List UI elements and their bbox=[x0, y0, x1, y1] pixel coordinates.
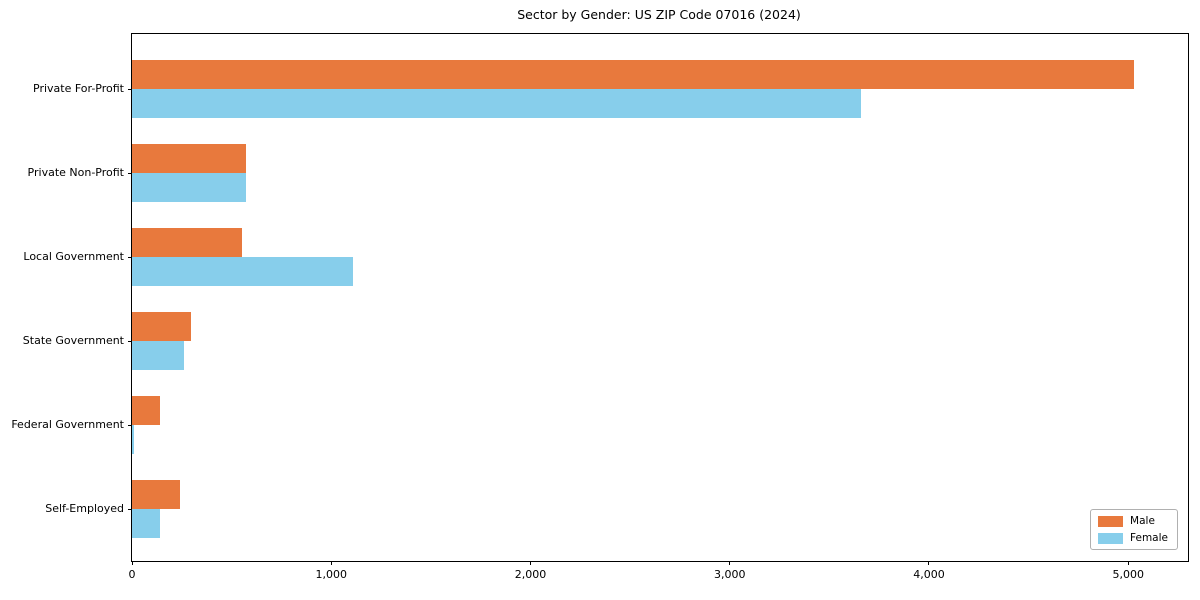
y-axis-tick bbox=[128, 508, 132, 510]
x-axis-tick bbox=[529, 561, 531, 565]
y-axis-tick bbox=[128, 340, 132, 342]
x-axis-tick bbox=[729, 561, 731, 565]
x-axis-tick-label: 4,000 bbox=[913, 568, 945, 581]
x-axis-tick-label: 1,000 bbox=[315, 568, 347, 581]
bar-male-state-government bbox=[132, 312, 191, 341]
bar-male-self-employed bbox=[132, 480, 180, 509]
bar-female-self-employed bbox=[132, 509, 160, 538]
x-axis-tick bbox=[928, 561, 930, 565]
legend-entry-male: Male bbox=[1098, 515, 1168, 527]
y-axis-label-local-government: Local Government bbox=[23, 250, 124, 263]
x-axis-tick bbox=[131, 561, 133, 565]
y-axis-tick bbox=[128, 424, 132, 426]
bar-male-private-non-profit bbox=[132, 144, 246, 173]
y-axis-label-self-employed: Self-Employed bbox=[45, 502, 124, 515]
y-axis-tick bbox=[128, 256, 132, 258]
x-axis-tick bbox=[1127, 561, 1129, 565]
x-axis-tick bbox=[330, 561, 332, 565]
chart-title: Sector by Gender: US ZIP Code 07016 (202… bbox=[517, 7, 801, 22]
legend-label-male: Male bbox=[1130, 515, 1155, 527]
y-axis-label-state-government: State Government bbox=[22, 334, 124, 347]
y-axis-label-private-non-profit: Private Non-Profit bbox=[27, 166, 124, 179]
legend-entry-female: Female bbox=[1098, 532, 1168, 544]
x-axis-tick-label: 3,000 bbox=[713, 568, 746, 581]
legend-label-female: Female bbox=[1130, 532, 1168, 544]
y-axis-tick bbox=[128, 88, 132, 90]
legend-swatch-female bbox=[1098, 532, 1124, 544]
legend-swatch-male bbox=[1098, 515, 1124, 527]
bar-female-federal-government bbox=[132, 425, 134, 454]
bar-male-federal-government bbox=[132, 396, 160, 425]
y-axis-tick bbox=[128, 172, 132, 174]
bar-female-private-non-profit bbox=[132, 173, 246, 202]
x-axis-tick-label: 0 bbox=[128, 568, 136, 581]
bar-female-private-for-profit bbox=[132, 89, 862, 118]
bar-male-local-government bbox=[132, 228, 242, 257]
legend: Male Female bbox=[1090, 509, 1178, 550]
x-axis-tick-label: 5,000 bbox=[1112, 568, 1144, 581]
bar-female-state-government bbox=[132, 341, 184, 370]
bar-male-private-for-profit bbox=[132, 60, 1135, 89]
y-axis-label-federal-government: Federal Government bbox=[11, 418, 124, 431]
x-axis-tick-label: 2,000 bbox=[514, 568, 547, 581]
bar-female-local-government bbox=[132, 257, 354, 286]
plot-area: Male Female Private For-Profit Private No… bbox=[11, 33, 1189, 581]
y-axis-label-private-for-profit: Private For-Profit bbox=[33, 82, 124, 95]
